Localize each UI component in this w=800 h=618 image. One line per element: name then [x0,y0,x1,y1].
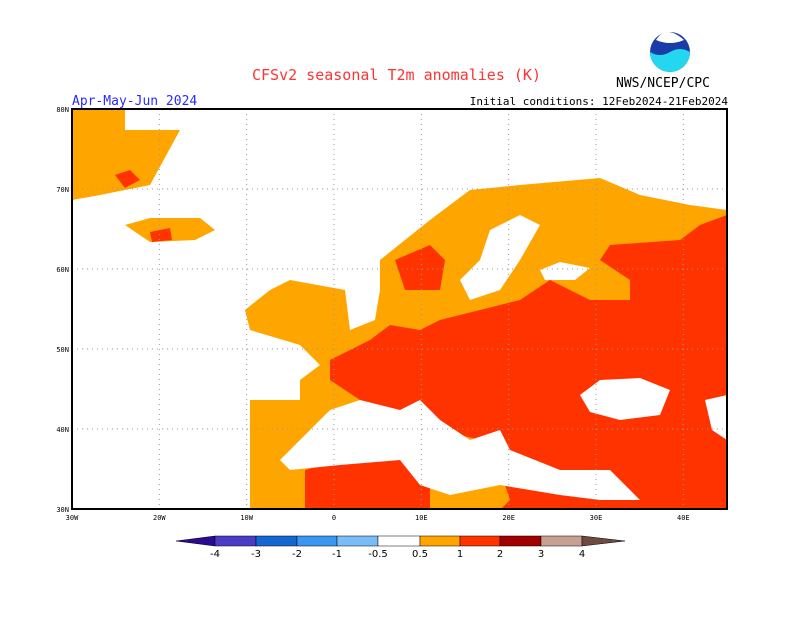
colorbar-label: 0.5 [412,549,428,560]
anomaly-area-norway [395,245,445,290]
colorbar-segment [336,535,379,547]
lon-tick-label: 30W [66,514,79,522]
colorbar-segment [296,535,338,547]
caspian-sea [705,395,727,440]
colorbar-label: -1 [332,549,342,560]
anomaly-area-north-africa [305,455,430,510]
lon-tick-label: 20E [502,514,515,522]
colorbar-low-arrow [175,535,216,547]
colorbar-segment [459,535,501,547]
colorbar-segment [499,535,542,547]
colorbar-segment [255,535,298,547]
lon-tick-label: 20W [153,514,166,522]
agency-label: NWS/NCEP/CPC [616,76,710,91]
map-frame [71,108,728,510]
lat-tick-label: 30N [56,506,69,514]
lat-tick-label: 40N [56,426,69,434]
lon-tick-label: 40E [677,514,690,522]
lon-tick-label: 30E [590,514,603,522]
chart-title: CFSv2 seasonal T2m anomalies (K) [252,66,541,84]
colorbar-label: 4 [579,549,585,560]
anomaly-area-greenland [72,109,180,200]
colorbar-segment [540,535,583,547]
lon-tick-label: 0 [332,514,336,522]
colorbar: -4 -3 -2 -1 -0.5 0.5 1 2 3 4 [175,535,626,560]
baltic-sea [460,215,540,300]
mediterranean-sea [280,400,640,500]
lon-tick-label: 10W [240,514,253,522]
colorbar-label: -2 [292,549,302,560]
black-sea [580,378,670,420]
lat-tick-label: 60N [56,266,69,274]
colorbar-segment [377,535,421,547]
initial-conditions: Initial conditions: 12Feb2024-21Feb2024 [469,95,728,108]
lat-tick-label: 70N [56,186,69,194]
colorbar-label: 2 [497,549,503,560]
colorbar-segment [214,535,257,547]
anomaly-field [72,109,727,510]
lat-tick-label: 80N [56,106,69,114]
lat-tick-label: 50N [56,346,69,354]
lon-tick-label: 10E [415,514,428,522]
colorbar-label: -4 [210,549,220,560]
colorbar-segment [419,535,461,547]
colorbar-label: -0.5 [368,549,388,560]
colorbar-label: 3 [538,549,544,560]
colorbar-high-arrow [581,535,626,547]
noaa-logo-icon [650,32,690,72]
colorbar-label: 1 [457,549,463,560]
anomaly-area-east-europe [330,215,727,510]
season-label: Apr-May-Jun 2024 [72,94,198,109]
colorbar-label: -3 [251,549,261,560]
